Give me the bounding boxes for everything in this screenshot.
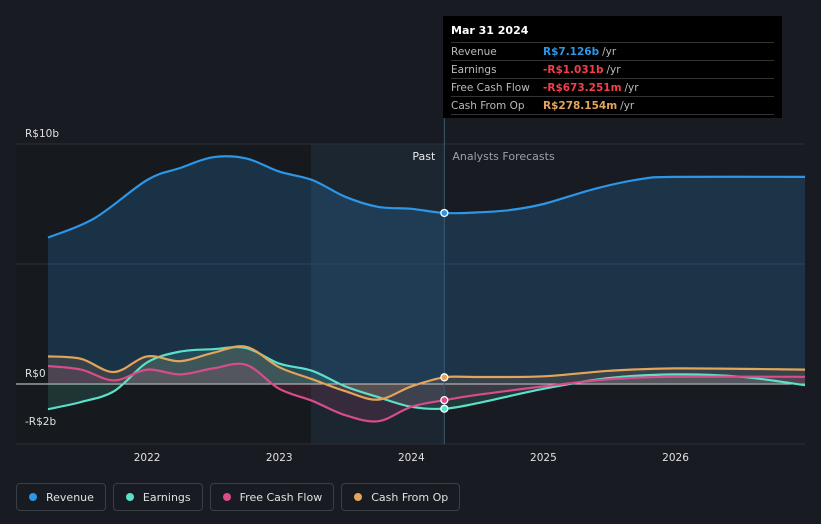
series-lines xyxy=(47,155,806,423)
x-axis: 2022 2023 2024 2025 2026 xyxy=(134,452,689,464)
earnings-marker xyxy=(440,404,449,413)
x-tick-label: 2022 xyxy=(134,452,161,464)
hover-markers xyxy=(440,208,449,413)
cash-from-op-line xyxy=(47,345,806,401)
tooltip-value: -R$1.031b xyxy=(543,63,604,76)
legend-item-free-cash-flow[interactable]: Free Cash Flow xyxy=(209,483,335,511)
legend-item-cash-from-op[interactable]: Cash From Op xyxy=(341,483,461,511)
free-cash-flow-line xyxy=(47,362,806,423)
earnings-line xyxy=(47,345,806,411)
cash-from-op-area xyxy=(48,346,805,400)
legend-dot-icon xyxy=(354,493,363,501)
revenue-line xyxy=(47,155,806,239)
x-tick-label: 2025 xyxy=(530,452,557,464)
free-cash-flow-area xyxy=(48,363,805,422)
tooltip-unit: /yr xyxy=(624,81,639,94)
earnings-area xyxy=(48,347,805,410)
legend: Revenue Earnings Free Cash Flow Cash Fro… xyxy=(16,483,461,511)
tooltip-row-earnings: Earnings -R$1.031b /yr xyxy=(451,60,774,78)
y-tick-label: R$0 xyxy=(25,368,46,380)
legend-dot-icon xyxy=(29,493,37,501)
past-region-background xyxy=(310,144,445,444)
x-tick-label: 2026 xyxy=(662,452,689,464)
tooltip-unit: /yr xyxy=(606,63,621,76)
past-label: Past xyxy=(412,150,436,163)
y-tick-label: -R$2b xyxy=(25,416,56,428)
legend-label: Free Cash Flow xyxy=(239,490,323,504)
tooltip-label: Cash From Op xyxy=(451,99,525,112)
history-region-background xyxy=(16,144,311,444)
x-tick-label: 2023 xyxy=(266,452,293,464)
legend-label: Cash From Op xyxy=(371,490,449,504)
series-areas xyxy=(48,156,805,422)
tooltip: Mar 31 2024 Revenue R$7.126b /yr Earning… xyxy=(443,16,782,118)
tooltip-label: Revenue xyxy=(451,45,497,58)
tooltip-date: Mar 31 2024 xyxy=(451,24,529,37)
tooltip-label: Free Cash Flow xyxy=(451,81,530,94)
y-axis: R$10b R$0 -R$2b xyxy=(25,128,59,428)
legend-dot-icon xyxy=(125,493,134,501)
tooltip-unit: /yr xyxy=(602,45,617,58)
tooltip-row-free-cash-flow: Free Cash Flow -R$673.251m /yr xyxy=(451,78,774,96)
legend-dot-icon xyxy=(222,493,231,501)
tooltip-value: -R$673.251m xyxy=(543,81,622,94)
y-tick-label: R$10b xyxy=(25,128,59,140)
revenue-area xyxy=(48,156,805,384)
tooltip-row-revenue: Revenue R$7.126b /yr xyxy=(451,42,774,60)
revenue-marker xyxy=(440,208,449,218)
legend-label: Earnings xyxy=(142,490,191,504)
legend-item-earnings[interactable]: Earnings xyxy=(112,483,203,511)
legend-item-revenue[interactable]: Revenue xyxy=(16,483,106,511)
cash-from-op-marker xyxy=(440,373,449,382)
free-cash-flow-marker xyxy=(440,396,449,405)
x-tick-label: 2024 xyxy=(398,452,425,464)
tooltip-row-cash-from-op: Cash From Op R$278.154m /yr xyxy=(451,96,774,115)
tooltip-value: R$7.126b xyxy=(543,45,600,58)
legend-label: Revenue xyxy=(46,490,94,504)
forecast-label: Analysts Forecasts xyxy=(452,150,555,163)
tooltip-unit: /yr xyxy=(620,99,635,112)
tooltip-label: Earnings xyxy=(451,63,497,76)
tooltip-value: R$278.154m xyxy=(543,99,618,112)
gridlines xyxy=(16,143,805,445)
